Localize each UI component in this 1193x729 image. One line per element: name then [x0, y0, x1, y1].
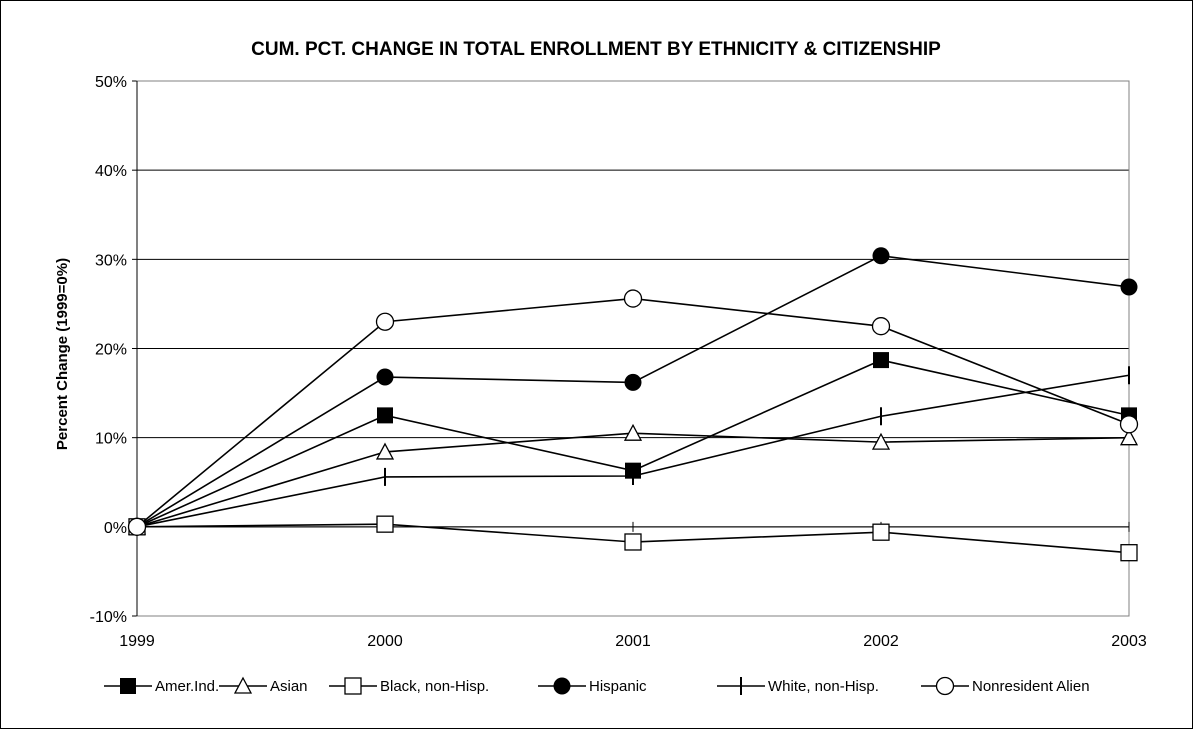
legend-label: Black, non-Hisp.: [380, 678, 489, 695]
marker-open-circle: [375, 312, 395, 331]
x-tick-label: 2001: [615, 633, 651, 650]
marker-open-circle: [871, 317, 891, 336]
marker-open-circle: [623, 289, 643, 308]
marker-open-circle: [935, 676, 955, 696]
marker-open-square: [344, 677, 362, 695]
marker-open-triangle: [871, 432, 891, 450]
legend-label: Amer.Ind.: [155, 678, 219, 695]
marker-open-triangle: [375, 442, 395, 460]
marker-open-square: [624, 533, 642, 551]
legend-label: White, non-Hisp.: [768, 678, 879, 695]
marker-open-triangle: [623, 423, 643, 441]
marker-filled-circle: [553, 677, 571, 695]
legend-item: Asian: [219, 676, 308, 695]
y-tick-label: 40%: [95, 163, 127, 180]
marker-open-square: [1120, 544, 1138, 562]
marker-filled-square: [377, 407, 393, 424]
marker-filled-square: [873, 352, 889, 369]
legend-item: White, non-Hisp.: [717, 677, 879, 695]
legend: Amer.Ind. Asian Black, non-Hisp. Hispanic Wh…: [104, 676, 1090, 696]
y-axis-label: Percent Change (1999=0%): [54, 258, 71, 450]
x-tick-label: 1999: [119, 633, 155, 650]
marker-open-circle: [1119, 415, 1139, 434]
marker-open-square: [376, 515, 394, 533]
y-tick-label: 30%: [95, 252, 127, 269]
marker-filled-circle: [1120, 278, 1138, 296]
legend-item: Amer.Ind.: [104, 678, 219, 695]
marker-filled-square: [120, 678, 136, 694]
legend-label: Asian: [270, 678, 308, 695]
legend-item: Nonresident Alien: [921, 676, 1090, 696]
y-tick-label: 0%: [104, 520, 127, 537]
marker-open-circle: [127, 517, 147, 536]
series-line: [136, 374, 1130, 528]
legend-label: Hispanic: [589, 678, 647, 695]
marker-open-square: [872, 523, 890, 541]
marker-open-triangle: [1119, 428, 1139, 446]
legend-item: Hispanic: [538, 677, 647, 695]
marker-filled-circle: [872, 247, 890, 265]
marker-filled-circle: [376, 368, 394, 386]
axes: -10% 0% 10% 20% 30% 40% 50% 1999 2000 2001 2002 200…: [90, 74, 1147, 650]
y-tick-label: 20%: [95, 342, 127, 359]
marker-open-triangle: [233, 676, 253, 694]
legend-item: Black, non-Hisp.: [329, 677, 489, 695]
y-tick-label: -10%: [90, 609, 127, 626]
y-tick-label: 50%: [95, 74, 127, 91]
series-nonresident-alien: [127, 289, 1139, 536]
series-lines: [127, 247, 1139, 562]
legend-label: Nonresident Alien: [972, 678, 1090, 695]
x-tick-label: 2003: [1111, 633, 1147, 650]
y-tick-label: 10%: [95, 431, 127, 448]
series-white-non-hisp: [136, 366, 1130, 536]
x-tick-label: 2000: [367, 633, 403, 650]
chart-title: CUM. PCT. CHANGE IN TOTAL ENROLLMENT BY …: [251, 39, 941, 60]
series-line: [136, 297, 1130, 528]
x-tick-label: 2002: [863, 633, 899, 650]
marker-filled-circle: [624, 373, 642, 391]
